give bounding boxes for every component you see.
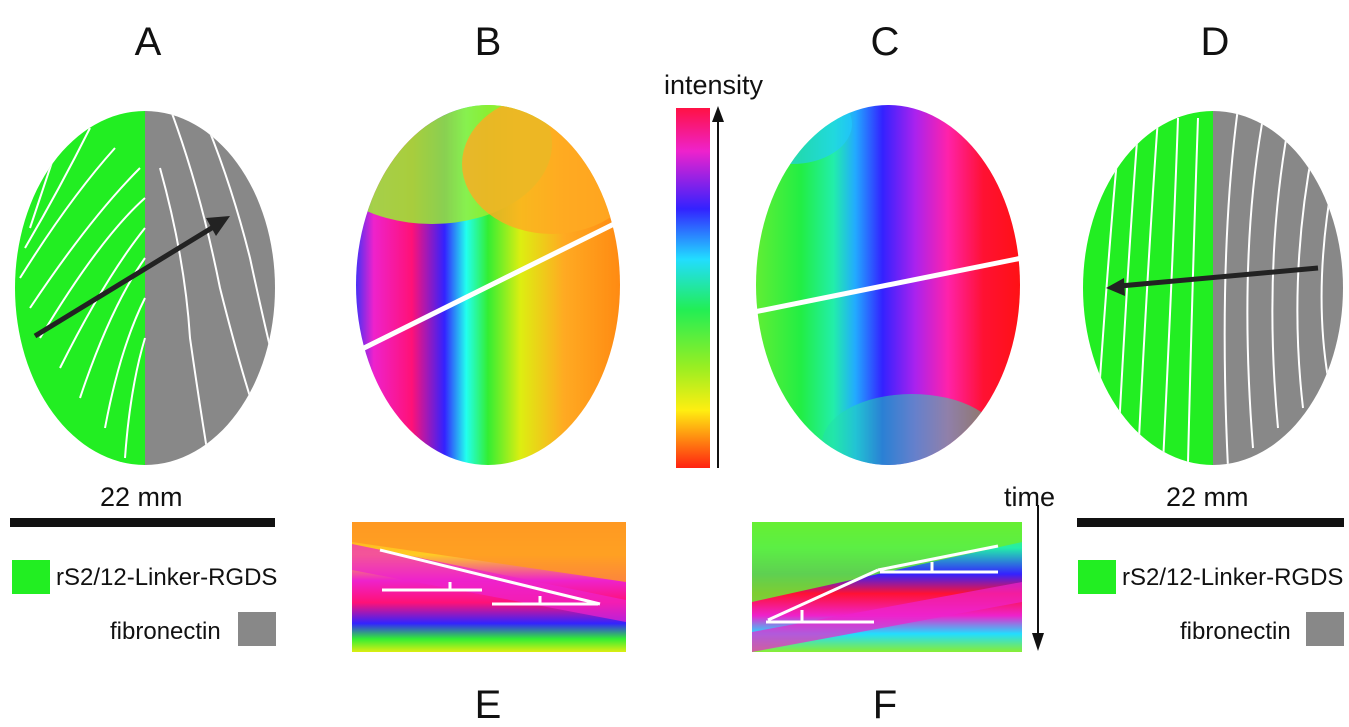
panel-f-timespace: [752, 522, 1022, 652]
legend-swatch-material-2-right: [1306, 612, 1344, 646]
panel-label-e: E: [474, 683, 502, 727]
panel-d-disk: [1083, 111, 1343, 465]
propagation-arrow-a: [33, 216, 230, 339]
legend-label-material-1-right: rS2/12-Linker-RGDS: [1122, 564, 1344, 591]
panel-a-disk: [15, 111, 275, 465]
legend-label-material-2-right: fibronectin: [1180, 618, 1291, 645]
propagation-arrow-d: [1106, 265, 1319, 296]
legend-swatch-material-2-left: [238, 612, 276, 646]
panel-label-b: B: [474, 20, 502, 64]
scale-label-d: 22 mm: [1166, 482, 1249, 512]
time-arrow: [1032, 505, 1044, 651]
colorbar-label: intensity: [664, 70, 764, 100]
panel-label-c: C: [870, 20, 900, 64]
legend-swatch-material-1-left: [12, 560, 50, 594]
panel-label-f: F: [872, 683, 898, 727]
panel-label-d: D: [1200, 20, 1230, 64]
legend-label-material-2-left: fibronectin: [110, 618, 221, 645]
intensity-colorbar: [676, 106, 724, 468]
panel-e-timespace: [352, 522, 626, 652]
panel-c-map: [753, 105, 1023, 465]
scan-line-b: [358, 221, 616, 353]
scale-bar-a: [10, 518, 275, 527]
time-axis-label: time: [1004, 482, 1056, 512]
legend-swatch-material-1-right: [1078, 560, 1116, 594]
scale-bar-d: [1077, 518, 1344, 527]
scale-label-a: 22 mm: [100, 482, 183, 512]
legend-label-material-1-left: rS2/12-Linker-RGDS: [56, 564, 278, 591]
panel-label-a: A: [134, 20, 162, 64]
scan-line-c: [753, 255, 1023, 315]
panel-b-map: [356, 105, 620, 465]
